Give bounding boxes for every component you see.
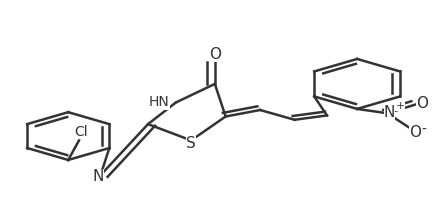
Text: O: O [416,96,428,111]
Text: O: O [209,47,221,62]
Text: S: S [186,136,196,150]
Text: N: N [384,105,395,120]
Text: Cl: Cl [74,125,88,139]
Text: +: + [395,101,405,111]
Text: N: N [93,169,104,184]
Text: HN: HN [149,95,170,109]
Text: O: O [409,125,421,140]
Text: -: - [421,123,427,137]
